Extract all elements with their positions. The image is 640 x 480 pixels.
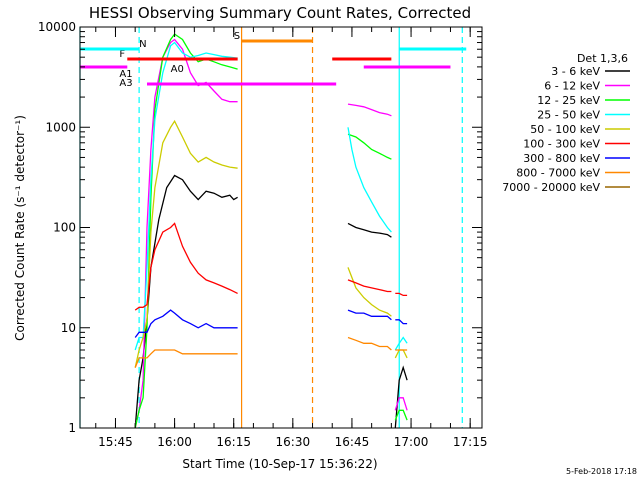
y-tick-label: 1	[68, 421, 76, 435]
legend-label: 800 - 7000 keV	[516, 167, 600, 180]
legend-label: 3 - 6 keV	[551, 65, 600, 78]
plot-frame	[79, 26, 483, 429]
legend-label: 6 - 12 keV	[544, 80, 600, 93]
state-flag-label: N	[139, 39, 146, 50]
state-flag-label: F	[119, 49, 125, 60]
x-axis-label: Start Time (10-Sep-17 15:36:22)	[182, 457, 377, 471]
series-line	[134, 41, 238, 351]
x-tick-label: 16:00	[157, 435, 192, 449]
series-line	[394, 397, 408, 411]
series-lines	[134, 33, 408, 429]
x-tick-label: 16:30	[276, 435, 311, 449]
series-line	[347, 279, 392, 293]
series-line	[347, 309, 392, 321]
x-tick-label: 16:45	[335, 435, 370, 449]
series-line	[395, 292, 408, 297]
x-tick-label: 17:15	[453, 435, 488, 449]
y-tick-label: 10000	[38, 20, 76, 34]
series-line	[347, 222, 392, 238]
y-tick-label: 1000	[45, 120, 76, 134]
series-line	[134, 38, 238, 429]
state-flag-label: S	[234, 31, 240, 42]
y-tick-label: 10	[61, 321, 76, 335]
y-tick-label: 100	[53, 221, 76, 235]
series-line	[134, 349, 238, 368]
state-flag-label: A3	[119, 78, 132, 89]
legend-label: 25 - 50 keV	[537, 109, 600, 122]
state-flag-label: A0	[171, 64, 184, 75]
legend-label: 100 - 300 keV	[523, 138, 600, 151]
series-line	[394, 349, 408, 359]
series-line	[394, 336, 408, 351]
series-line	[394, 409, 408, 421]
vertical-markers	[79, 27, 463, 428]
legend-label: 7000 - 20000 keV	[502, 181, 600, 194]
chart-title: HESSI Observing Summary Count Rates, Cor…	[89, 4, 471, 22]
series-line	[347, 127, 392, 233]
series-line	[134, 222, 238, 311]
series-line	[347, 267, 392, 317]
y-axis-label: Corrected Count Rate (s⁻¹ detector⁻¹)	[13, 115, 27, 341]
series-line	[134, 309, 238, 338]
legend-header: Det 1,3,6	[577, 52, 628, 65]
series-line	[347, 103, 392, 117]
series-line	[347, 133, 392, 160]
x-tick-label: 16:15	[216, 435, 251, 449]
legend-label: 300 - 800 keV	[523, 152, 600, 165]
x-tick-label: 15:45	[98, 435, 133, 449]
axes: 1 10 100 1000 10000 15:45 16:00 16:15 16:30 16:45…	[38, 20, 488, 449]
state-flag-label: A1	[119, 69, 132, 80]
series-line	[134, 119, 238, 368]
legend-label: 12 - 25 keV	[537, 94, 600, 107]
footer-date: 5-Feb-2018 17:18	[566, 467, 637, 476]
series-line	[395, 319, 408, 325]
series-line	[347, 336, 392, 351]
legend-label: 50 - 100 keV	[530, 123, 600, 136]
x-tick-label: 17:00	[394, 435, 429, 449]
